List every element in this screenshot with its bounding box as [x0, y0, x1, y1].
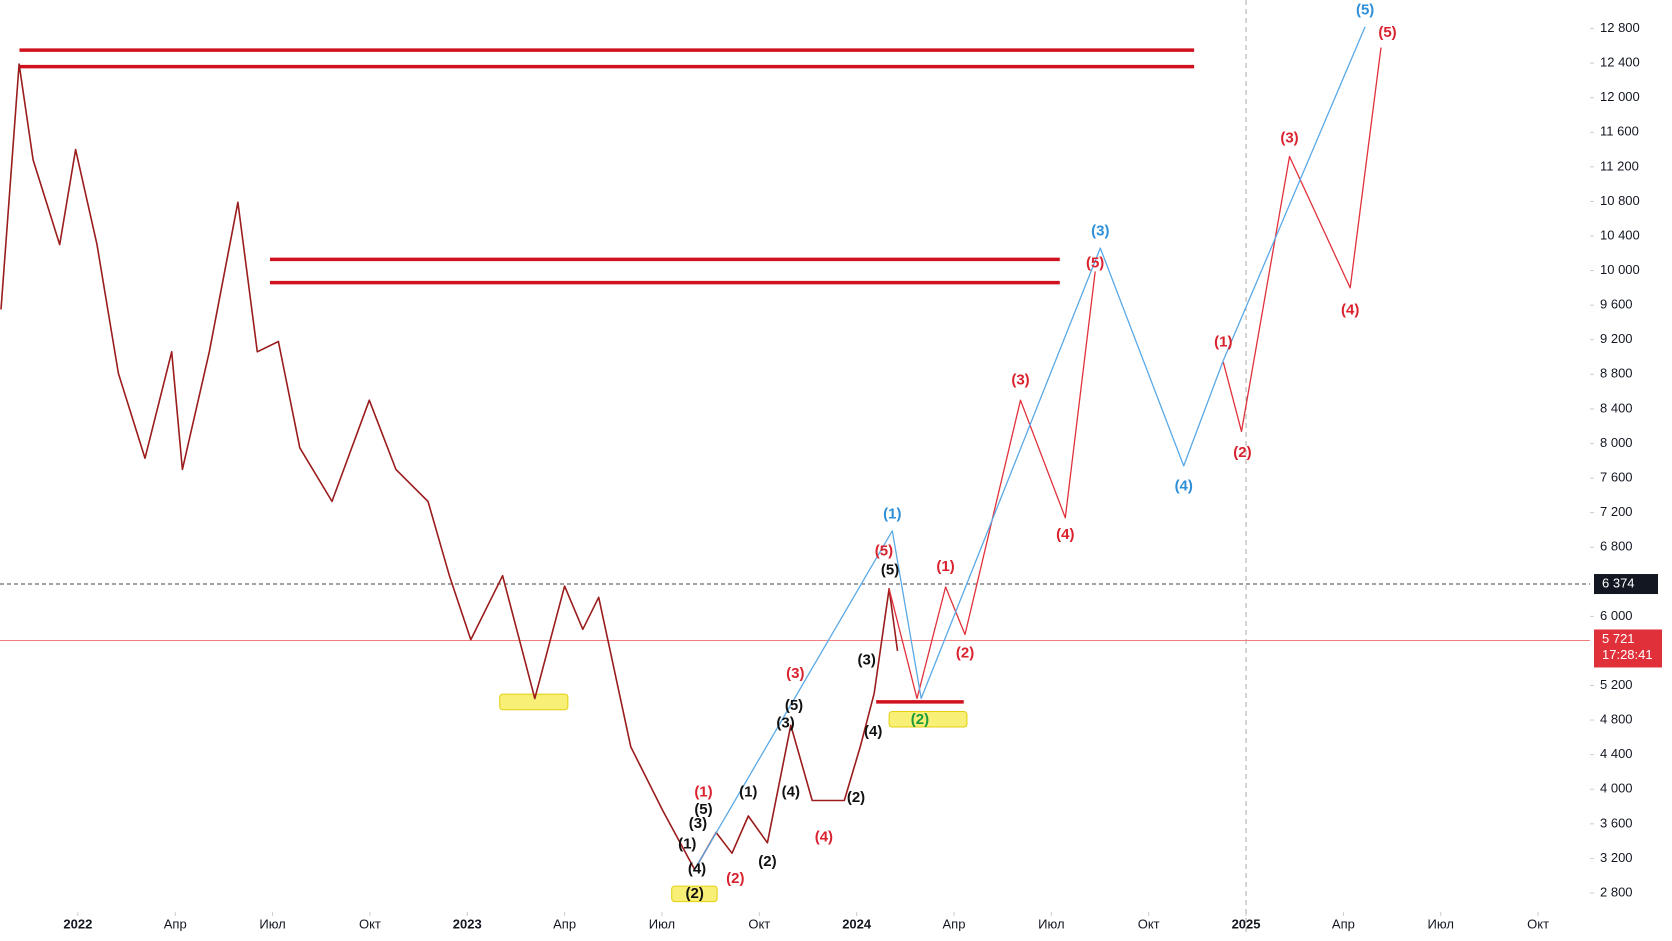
- wave-label: (3): [1280, 129, 1298, 146]
- wave-label: (5): [875, 542, 893, 559]
- projection-line: [1222, 47, 1382, 433]
- wave-label: (5): [1356, 1, 1374, 18]
- last-price-timer: 17:28:41: [1602, 647, 1653, 662]
- y-tick-label: 2 800: [1600, 884, 1633, 899]
- wave-label: (2): [758, 853, 776, 870]
- wave-label: (2): [1233, 444, 1251, 461]
- x-tick-label: 2023: [453, 916, 482, 931]
- projection-line: [694, 26, 1366, 870]
- x-tick-label: Апр: [164, 916, 187, 931]
- x-tick-label: Апр: [1332, 916, 1355, 931]
- y-tick-label: 4 800: [1600, 712, 1633, 727]
- wave-label: (4): [782, 784, 800, 801]
- y-tick-label: 3 600: [1600, 815, 1633, 830]
- y-tick-label: 7 600: [1600, 469, 1633, 484]
- wave-label: (3): [858, 651, 876, 668]
- wave-label: (5): [1378, 24, 1396, 41]
- y-tick-label: 4 400: [1600, 746, 1633, 761]
- wave-label: (3): [689, 815, 707, 832]
- y-tick-label: 9 600: [1600, 297, 1633, 312]
- y-tick-label: 11 600: [1600, 124, 1639, 139]
- x-tick-label: Апр: [943, 916, 966, 931]
- wave-label: (4): [688, 861, 706, 878]
- x-tick-label: Окт: [359, 916, 381, 931]
- y-tick-label: 12 000: [1600, 89, 1640, 104]
- y-tick-label: 10 400: [1600, 227, 1640, 242]
- x-tick-label: Июл: [649, 916, 675, 931]
- y-tick-label: 7 200: [1600, 504, 1633, 519]
- price-line: [0, 63, 899, 871]
- y-tick-label: 6 000: [1600, 608, 1633, 623]
- wave-label: (4): [864, 723, 882, 740]
- y-tick-label: 11 200: [1600, 158, 1639, 173]
- y-tick-label: 12 800: [1600, 20, 1640, 35]
- y-tick-label: 10 800: [1600, 193, 1640, 208]
- wave-label: (1): [936, 558, 954, 575]
- wave-label: (3): [1011, 371, 1029, 388]
- x-tick-label: Апр: [553, 916, 576, 931]
- y-tick-label: 9 200: [1600, 331, 1633, 346]
- y-tick-label: 4 000: [1600, 781, 1633, 796]
- wave-label: (1): [739, 784, 757, 801]
- x-tick-label: Окт: [1138, 916, 1160, 931]
- last-price-tag: [1594, 629, 1662, 668]
- wave-label: (2): [847, 789, 865, 806]
- x-tick-label: 2024: [842, 916, 872, 931]
- projection-line: [888, 271, 1096, 700]
- x-tick-label: Июл: [1428, 916, 1454, 931]
- wave-label: (5): [694, 801, 712, 818]
- x-tick-label: 2025: [1232, 916, 1261, 931]
- wave-label: (3): [1091, 223, 1109, 240]
- x-tick-label: Июл: [259, 916, 285, 931]
- wave-label: (4): [1341, 301, 1359, 318]
- wave-label: (1): [883, 505, 901, 522]
- current-price-label: 6 374: [1602, 575, 1635, 590]
- wave-label: (5): [1086, 255, 1104, 272]
- y-tick-label: 3 200: [1600, 850, 1633, 865]
- wave-label: (1): [694, 784, 712, 801]
- y-tick-label: 8 400: [1600, 400, 1633, 415]
- y-tick-label: 12 400: [1600, 55, 1640, 70]
- y-tick-label: 10 000: [1600, 262, 1640, 277]
- current-price-tag: [1594, 574, 1658, 595]
- highlight-zone: [888, 710, 968, 728]
- wave-label: (3): [786, 665, 804, 682]
- wave-label: (1): [1214, 333, 1232, 350]
- highlight-zone: [671, 885, 718, 903]
- last-price-label: 5 721: [1602, 631, 1635, 646]
- axis-panel: [1590, 0, 1672, 941]
- wave-label: (4): [815, 829, 833, 846]
- wave-label: (2): [956, 644, 974, 661]
- wave-label: (4): [1056, 526, 1074, 543]
- wave-label: (5): [785, 697, 803, 714]
- x-tick-label: Июл: [1038, 916, 1064, 931]
- y-tick-label: 5 200: [1600, 677, 1633, 692]
- wave-label: (2): [726, 870, 744, 887]
- wave-label: (4): [1175, 478, 1193, 495]
- wave-label: (5): [881, 562, 899, 579]
- y-tick-label: 6 800: [1600, 539, 1633, 554]
- x-tick-label: Окт: [748, 916, 770, 931]
- wave-label: (2): [686, 885, 704, 902]
- y-tick-label: 8 800: [1600, 366, 1633, 381]
- x-tick-label: Окт: [1527, 916, 1549, 931]
- x-tick-label: 2022: [63, 916, 92, 931]
- y-tick-label: 8 000: [1600, 435, 1633, 450]
- wave-label: (3): [776, 715, 794, 732]
- wave-label: (1): [678, 836, 696, 853]
- wave-label: (2): [911, 711, 929, 728]
